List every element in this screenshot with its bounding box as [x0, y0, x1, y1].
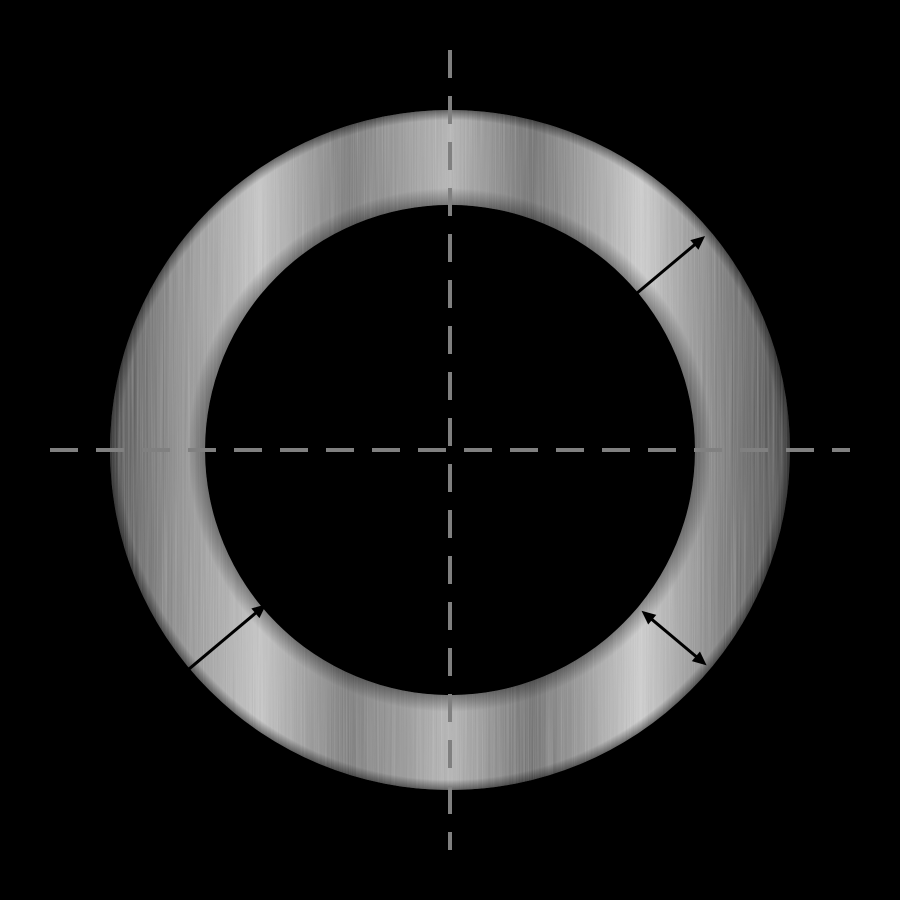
diagram-canvas	[0, 0, 900, 900]
